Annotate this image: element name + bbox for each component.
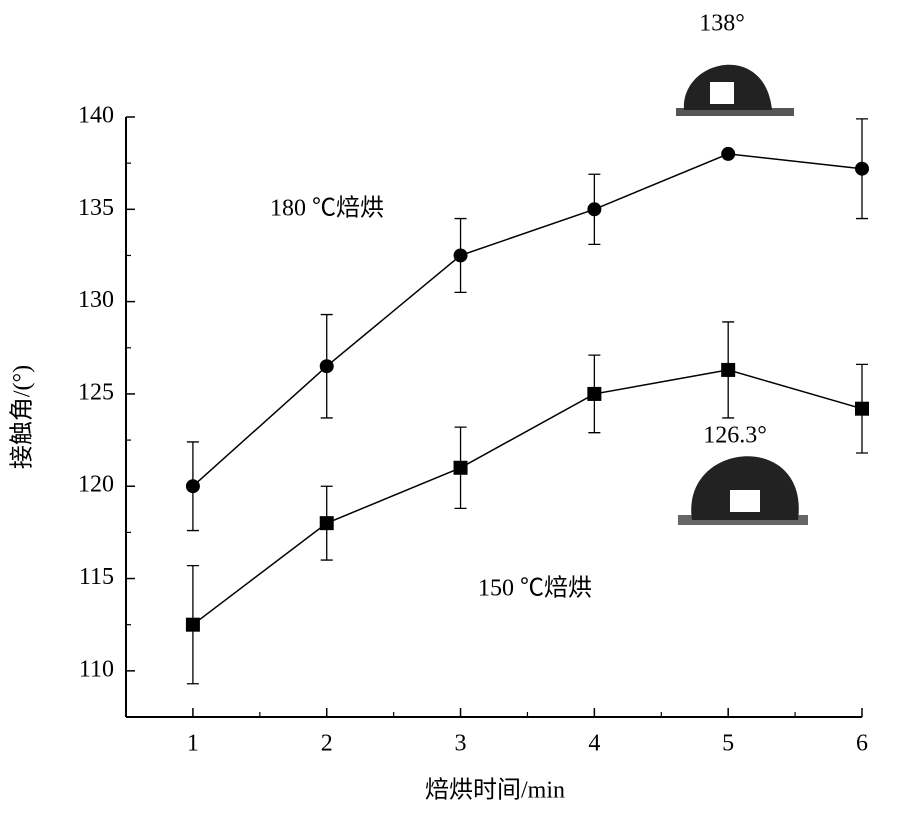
y-tick-label: 125 <box>78 379 114 405</box>
point <box>319 359 334 374</box>
point <box>319 516 334 531</box>
point <box>855 161 869 176</box>
droplet-image <box>676 64 794 116</box>
x-axis-label: 焙烘时间/min <box>425 777 565 804</box>
point <box>453 248 468 263</box>
series-label: 150 ℃焙烘 <box>478 575 592 602</box>
x-tick-label: 1 <box>187 731 199 757</box>
series-label: 180 ℃焙烘 <box>270 195 384 222</box>
point <box>185 479 200 494</box>
annotation: 138° <box>699 11 745 37</box>
y-tick-label: 140 <box>78 103 114 129</box>
point <box>453 460 468 475</box>
x-tick-label: 5 <box>722 731 734 757</box>
x-tick-label: 3 <box>455 731 467 757</box>
x-tick-label: 2 <box>321 731 333 757</box>
x-tick-label: 6 <box>856 731 868 757</box>
series-line <box>192 153 863 487</box>
y-tick-label: 135 <box>78 195 114 221</box>
y-tick-label: 110 <box>79 656 114 682</box>
annotation: 126.3° <box>703 423 767 449</box>
droplet-image <box>678 456 808 525</box>
point <box>721 362 736 377</box>
series-line <box>192 369 863 626</box>
point <box>587 386 602 401</box>
point <box>855 401 869 416</box>
y-tick-label: 115 <box>79 564 114 590</box>
point <box>587 202 602 217</box>
y-tick-label: 130 <box>78 287 114 313</box>
y-tick-label: 120 <box>78 472 114 498</box>
point <box>721 146 736 161</box>
x-tick-label: 4 <box>588 731 600 757</box>
point <box>185 617 200 632</box>
y-axis-label: 接触角/(°) <box>9 365 36 469</box>
